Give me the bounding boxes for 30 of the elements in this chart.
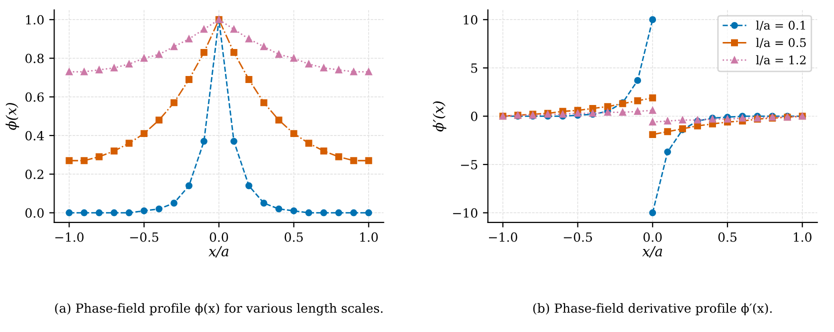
y-tick-label: 1.0 bbox=[26, 15, 44, 25]
legend-label: l/a = 0.1 bbox=[756, 20, 806, 31]
legend-label: l/a = 1.2 bbox=[756, 55, 806, 66]
legend-label: l/a = 0.5 bbox=[756, 38, 806, 48]
y-tick-label: 5 bbox=[471, 64, 478, 73]
y-tick-label: 0.8 bbox=[25, 54, 44, 64]
y-tick-label: −10 bbox=[453, 208, 478, 218]
x-axis-title: x/a bbox=[642, 246, 662, 258]
x-tick-label: −1.0 bbox=[489, 232, 518, 242]
y-tick-label: −5 bbox=[461, 160, 478, 170]
x-tick-label: 0.0 bbox=[643, 232, 662, 242]
y-tick-label: 10 bbox=[464, 15, 478, 25]
x-tick-label: 0.5 bbox=[284, 232, 303, 242]
y-axis-title: ϕ(x) bbox=[6, 103, 20, 130]
y-tick-label: 0.0 bbox=[25, 208, 44, 218]
text: (b) Phase-field derivative profile ϕ′(x). bbox=[533, 303, 772, 316]
y-axis-title: ϕ′(x) bbox=[432, 101, 446, 132]
x-tick-label: 0.5 bbox=[718, 232, 736, 242]
y-tick-label: 0.6 bbox=[25, 92, 44, 102]
x-axis-title: x/a bbox=[208, 246, 228, 258]
x-tick-label: 0.0 bbox=[210, 232, 228, 242]
x-tick-label: 1.0 bbox=[360, 232, 378, 242]
x-tick-label: −0.5 bbox=[130, 232, 158, 242]
y-tick-label: 0.4 bbox=[25, 130, 44, 140]
y-tick-label: 0.2 bbox=[25, 170, 44, 180]
x-tick-label: −1.0 bbox=[55, 232, 84, 242]
text: (a) Phase-field profile ϕ(x) for various length scales. bbox=[55, 303, 383, 316]
y-tick-label: 0 bbox=[471, 112, 478, 122]
x-tick-label: −0.5 bbox=[564, 232, 592, 242]
x-tick-label: 1.0 bbox=[794, 232, 812, 242]
